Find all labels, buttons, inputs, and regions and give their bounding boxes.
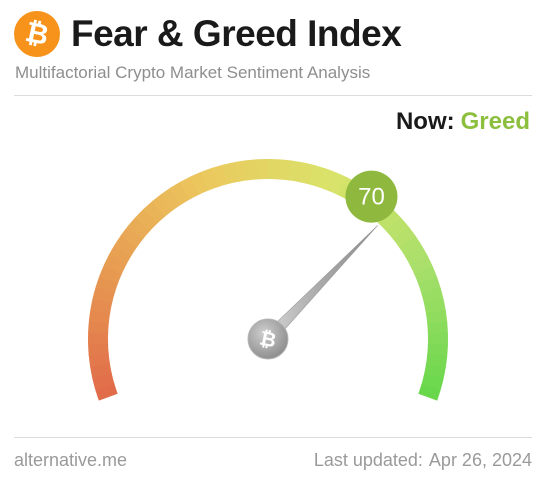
gauge-arc-segment <box>399 235 423 258</box>
gauge-arc-segment <box>427 321 448 336</box>
gauge-arc-segment <box>103 253 128 274</box>
gauge-arc-segment <box>409 255 434 276</box>
source-link[interactable]: alternative.me <box>14 450 128 470</box>
gauge-arc <box>88 159 448 401</box>
gauge-value: 70 <box>358 184 385 211</box>
gauge-arc-segment <box>379 209 403 233</box>
gauge-arc-segment <box>89 362 112 379</box>
gauge-arc-segment <box>151 193 174 218</box>
value-badge <box>345 170 398 223</box>
gauge-arc-segment <box>423 298 446 315</box>
gauge-arc-segment <box>233 160 250 182</box>
gauge-arc-segment <box>245 159 260 181</box>
gauge-arc-segment <box>88 330 109 345</box>
gauge-arc-segment <box>99 264 123 284</box>
gauge-arc-segment <box>127 216 151 240</box>
current-sentiment: Now: Greed <box>396 108 530 136</box>
page-title: Fear & Greed Index <box>71 13 402 54</box>
gauge-arc-segment <box>160 187 183 211</box>
gauge-arc-segment <box>427 343 448 358</box>
gauge-arc-segment <box>179 175 201 200</box>
now-label: Now: <box>395 108 455 135</box>
gauge-arc-segment <box>386 217 410 241</box>
last-updated-label: Last updated: <box>313 450 423 470</box>
hub-bitcoin-icon: ₿ <box>258 326 279 353</box>
footer-divider <box>14 437 532 438</box>
gauge-arc-segment <box>392 226 417 249</box>
gauge-arc-segment <box>268 159 282 180</box>
gauge-arc-segment <box>134 208 159 232</box>
gauge-arc-segment <box>88 319 109 334</box>
gauge-arc-segment <box>88 352 110 368</box>
gauge-arc-segment <box>308 164 327 188</box>
last-updated-date: Apr 26, 2024 <box>428 450 532 470</box>
gauge-arc-segment <box>404 245 429 267</box>
gauge-arc-segment <box>256 159 270 180</box>
gauge-arc-segment <box>120 225 145 248</box>
gauge-arc-segment <box>142 200 166 224</box>
gauge-arc-segment <box>114 234 138 256</box>
gauge-arc-segment <box>108 243 133 265</box>
last-updated: Last updated: Apr 26, 2024 <box>314 450 532 471</box>
gauge-arc-segment <box>95 274 119 294</box>
gauge-arc-segment <box>427 332 448 347</box>
sentiment-classification: Greed <box>460 108 530 135</box>
gauge-arc-segment <box>425 309 448 325</box>
gauge-arc-segment <box>88 341 109 356</box>
gauge-arc-segment <box>169 181 192 205</box>
header: ₿ Fear & Greed Index <box>9 6 402 62</box>
gauge-arc-segment <box>418 383 441 401</box>
page-subtitle: Multifactorial Crypto Market Sentiment A… <box>15 63 371 82</box>
gauge-arc-segment <box>190 171 210 195</box>
header-divider <box>14 95 532 96</box>
gauge-arc-segment <box>318 168 338 192</box>
gauge-arc-segment <box>327 172 348 196</box>
gauge-hub <box>247 318 289 360</box>
